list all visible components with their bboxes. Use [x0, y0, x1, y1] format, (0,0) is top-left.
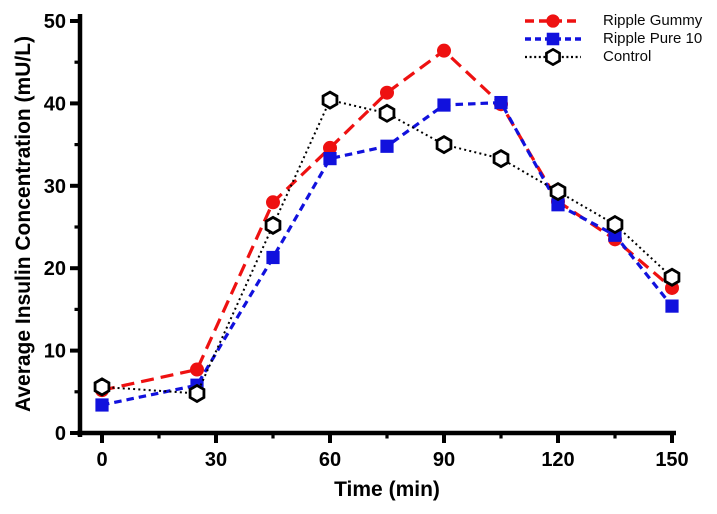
chart-legend: Ripple Gummy Ripple Pure 10 Control: [524, 12, 702, 66]
data-point-circle: [266, 195, 280, 210]
legend-sample-control-icon: [525, 48, 581, 66]
data-point-square: [323, 152, 337, 166]
legend-item-ripple-gummy: Ripple Gummy: [524, 12, 702, 30]
data-point-square: [437, 98, 451, 112]
data-point-circle: [380, 85, 394, 100]
y-tick-label: 50: [44, 11, 66, 33]
data-point-square: [95, 398, 109, 412]
x-tick-label: 120: [541, 449, 574, 471]
series-line-control: [101, 98, 673, 395]
legend-item-ripple-pure-10: Ripple Pure 10: [524, 30, 702, 48]
y-axis-title: Average Insulin Concentration (mU/L): [12, 35, 35, 413]
x-tick-label: 60: [319, 449, 341, 471]
x-tick-label: 90: [433, 449, 455, 471]
data-point-circle: [190, 362, 204, 377]
y-tick-label: 20: [44, 258, 66, 280]
data-point-circle: [323, 140, 337, 155]
data-point-hexagon: [435, 134, 453, 155]
data-point-hexagon: [188, 383, 206, 404]
data-point-square: [665, 299, 679, 313]
y-tick-label: 30: [44, 176, 66, 198]
y-tick-label: 10: [44, 341, 66, 363]
x-tick-label: 150: [655, 449, 688, 471]
y-tick-label: 0: [55, 423, 66, 445]
legend-label-ripple-gummy: Ripple Gummy: [603, 12, 703, 29]
data-point-hexagon: [93, 377, 111, 397]
data-point-hexagon: [492, 148, 510, 169]
data-point-hexagon: [545, 48, 561, 66]
data-point-square: [551, 198, 565, 212]
data-point-square: [380, 139, 394, 153]
legend-label-control: Control: [603, 48, 652, 65]
legend-item-control: Control: [524, 48, 702, 66]
data-point-hexagon: [264, 215, 282, 235]
data-point-circle: [546, 14, 560, 28]
series-markers-control: [93, 90, 681, 404]
data-point-square: [494, 95, 508, 110]
data-point-hexagon: [321, 90, 339, 110]
series-markers-ripple-gummy: [95, 43, 679, 398]
series-line-ripple-pure-10: [101, 100, 674, 407]
x-tick-label: 0: [96, 449, 107, 471]
x-axis-title: Time (min): [334, 478, 440, 501]
legend-label-ripple-pure-10: Ripple Pure 10: [603, 30, 703, 47]
data-point-circle: [437, 43, 451, 58]
x-tick-label: 30: [205, 449, 227, 471]
legend-sample-ripple-pure-10-icon: [525, 32, 581, 46]
data-point-hexagon: [549, 181, 567, 202]
series-line-ripple-gummy: [101, 48, 674, 392]
legend-sample-ripple-gummy-icon: [525, 14, 581, 28]
data-point-hexagon: [378, 103, 396, 123]
data-point-hexagon: [606, 214, 624, 235]
series-markers-ripple-pure-10: [95, 95, 679, 412]
data-point-hexagon: [663, 267, 681, 287]
data-point-square: [266, 250, 280, 265]
data-point-square: [546, 32, 560, 46]
y-tick-label: 40: [44, 93, 66, 115]
